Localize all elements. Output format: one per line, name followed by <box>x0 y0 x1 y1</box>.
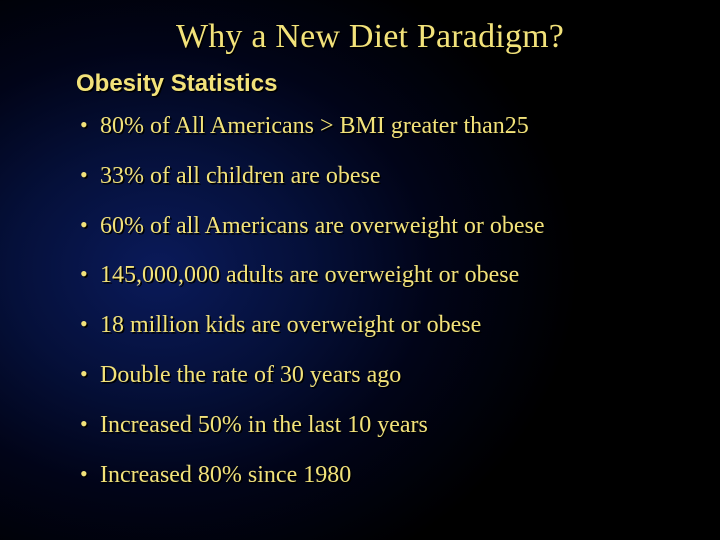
bullet-list: 80% of All Americans > BMI greater than2… <box>80 112 660 489</box>
slide-title: Why a New Diet Paradigm? <box>80 18 660 56</box>
list-item: 33% of all children are obese <box>80 162 660 191</box>
slide-subtitle: Obesity Statistics <box>76 70 660 98</box>
slide: Why a New Diet Paradigm? Obesity Statist… <box>0 0 720 540</box>
list-item: 80% of All Americans > BMI greater than2… <box>80 112 660 141</box>
list-item: 145,000,000 adults are overweight or obe… <box>80 261 660 290</box>
list-item: 18 million kids are overweight or obese <box>80 311 660 340</box>
list-item: Increased 80% since 1980 <box>80 461 660 490</box>
list-item: Double the rate of 30 years ago <box>80 361 660 390</box>
list-item: Increased 50% in the last 10 years <box>80 411 660 440</box>
list-item: 60% of all Americans are overweight or o… <box>80 212 660 241</box>
